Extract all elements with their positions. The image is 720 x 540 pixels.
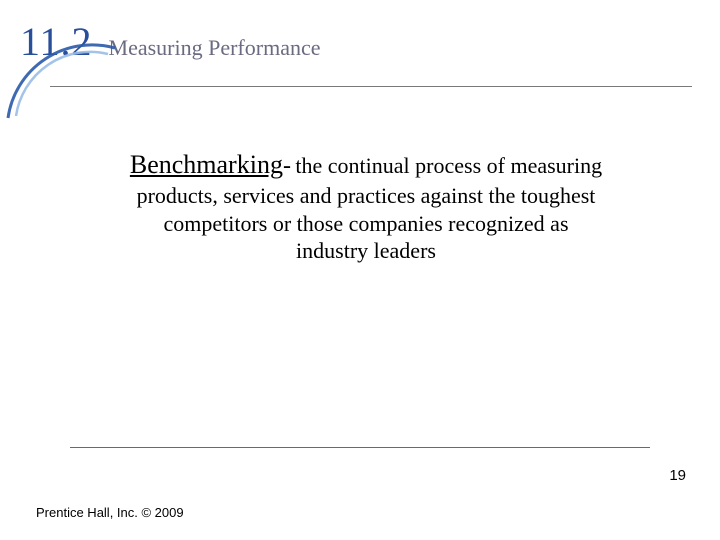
copyright-text: Prentice Hall, Inc. © 2009 xyxy=(36,505,184,520)
page-number: 19 xyxy=(669,467,686,484)
header-row: 11.2 Measuring Performance xyxy=(20,18,720,65)
slide: 11.2 Measuring Performance Benchmarking-… xyxy=(0,0,720,540)
term-label: Benchmarking xyxy=(130,150,283,179)
footer-divider xyxy=(70,447,650,448)
header-divider xyxy=(50,86,692,87)
content-area: Benchmarking- the continual process of m… xyxy=(72,150,660,265)
definition-first-line: the continual process of measuring xyxy=(295,153,602,178)
definition-block: Benchmarking- the continual process of m… xyxy=(72,150,660,265)
definition-rest: products, services and practices against… xyxy=(131,182,601,265)
section-number: 11.2 xyxy=(20,18,93,65)
slide-header: 11.2 Measuring Performance xyxy=(0,18,720,65)
term-dash: - xyxy=(283,153,291,179)
section-title: Measuring Performance xyxy=(109,35,321,61)
